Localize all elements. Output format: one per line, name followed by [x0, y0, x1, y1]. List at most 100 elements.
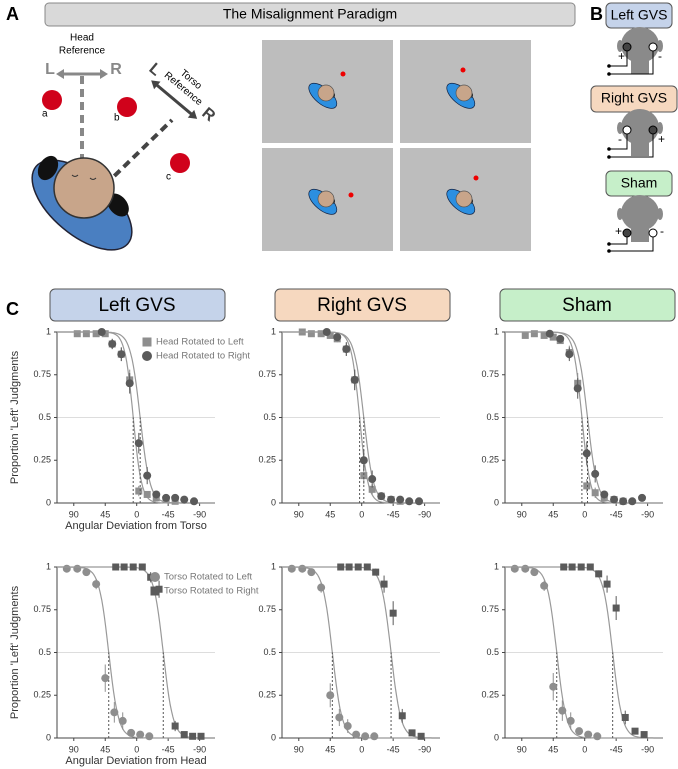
polarity: - [658, 49, 662, 63]
condition-label: Sham [621, 175, 658, 191]
x-tick-label: -90 [193, 744, 206, 754]
data-point [125, 379, 134, 388]
x-axis-label: Angular Deviation from Head [65, 755, 206, 767]
data-point [73, 564, 82, 573]
data-point [307, 568, 316, 577]
data-point [640, 731, 648, 739]
legend-marker [150, 586, 160, 596]
fit-curve [282, 331, 440, 504]
data-point [600, 490, 609, 499]
data-point [593, 732, 602, 741]
data-point [143, 490, 151, 498]
data-point [377, 492, 386, 501]
data-point [171, 722, 179, 730]
fit-curve [505, 566, 663, 739]
y-tick-label: 0.75 [481, 604, 499, 614]
data-point [584, 730, 593, 739]
data-point [82, 330, 90, 338]
plot: 0 0.25 0.5 0.75 1 90 45 0 -45 -90 [258, 561, 440, 754]
data-point [135, 487, 143, 495]
legend-label: Torso Rotated to Right [164, 586, 259, 597]
y-tick-label: 0 [46, 497, 51, 507]
x-tick-label: 90 [517, 509, 527, 519]
x-tick-label: -45 [162, 509, 175, 519]
data-point [621, 713, 629, 721]
data-point [298, 564, 307, 573]
data-point [326, 331, 334, 339]
x-tick-label: 90 [294, 744, 304, 754]
data-point [586, 563, 594, 571]
data-point [101, 674, 110, 683]
data-point [189, 732, 197, 740]
data-point [368, 475, 377, 484]
data-point [342, 345, 351, 354]
y-tick-label: 0.5 [38, 412, 51, 422]
fit-curve [282, 566, 440, 739]
data-point [521, 564, 530, 573]
data-point [372, 568, 380, 576]
y-tick-label: 0.5 [263, 647, 276, 657]
polarity: + [615, 224, 622, 238]
data-point [583, 482, 591, 490]
x-tick-label: 90 [517, 744, 527, 754]
data-point [162, 493, 171, 502]
legend-label: Torso Rotated to Left [164, 572, 253, 583]
data-point [619, 497, 628, 506]
label: R [110, 61, 122, 78]
y-tick-label: 1 [271, 561, 276, 571]
data-point [540, 331, 548, 339]
column-header [499, 288, 676, 322]
y-tick-label: 1 [494, 326, 499, 336]
y-tick-label: 0.75 [481, 369, 499, 379]
data-point [190, 497, 199, 506]
data-point [360, 472, 368, 480]
fit-curve [57, 331, 215, 504]
y-tick-label: 1 [494, 561, 499, 571]
polarity: - [618, 132, 622, 146]
data-point [610, 495, 619, 504]
data-point [352, 730, 361, 739]
data-point [565, 350, 574, 359]
column-header [274, 288, 451, 322]
panel-letter: A [6, 4, 19, 24]
legend-label: Head Rotated to Right [156, 351, 250, 362]
data-point [595, 570, 603, 578]
data-point [396, 495, 405, 504]
panel-letter: C [6, 299, 19, 319]
data-point [118, 716, 127, 725]
data-point [628, 497, 637, 506]
y-tick-label: 0.75 [258, 604, 276, 614]
data-point [180, 495, 189, 504]
data-point [405, 497, 414, 506]
gvs-conditions: Left GVS + - Right GVS - + Sham + - [590, 2, 678, 253]
data-point [560, 563, 568, 571]
data-point [387, 495, 396, 504]
data-point [73, 330, 81, 338]
y-axis-label: Proportion 'Left' Judgments [9, 350, 21, 484]
data-point [92, 580, 101, 589]
data-point [180, 731, 188, 739]
y-tick-label: 0.5 [263, 412, 276, 422]
data-point [582, 449, 591, 458]
data-point [92, 330, 100, 338]
data-point [368, 485, 376, 493]
data-point [112, 563, 120, 571]
x-tick-label: -90 [418, 509, 431, 519]
data-point [134, 439, 143, 448]
target-label: c [166, 172, 171, 183]
data-point [335, 713, 344, 722]
x-tick-label: 45 [100, 744, 110, 754]
plot: 0 0.25 0.5 0.75 1 90 45 0 -45 -90 [481, 326, 663, 519]
y-tick-label: 0.25 [481, 690, 499, 700]
condition-label: Right GVS [601, 90, 667, 106]
data-point [415, 497, 424, 506]
y-tick-label: 0 [46, 732, 51, 742]
data-point [345, 563, 353, 571]
x-tick-label: 0 [359, 744, 364, 754]
data-point [138, 563, 146, 571]
y-axis-label: Proportion 'Left' Judgments [9, 585, 21, 719]
x-tick-label: 90 [69, 744, 79, 754]
fit-curve [57, 566, 215, 739]
